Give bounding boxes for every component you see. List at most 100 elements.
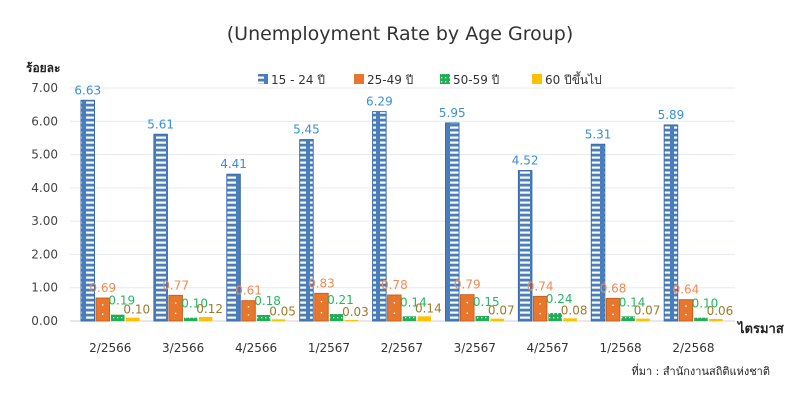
bar-50-59ปี-1/2567	[329, 314, 344, 321]
legend-item: 60 ปีขึ้นไป	[532, 71, 602, 87]
y-tick-label: 0.00	[31, 314, 58, 328]
data-label: 5.95	[439, 106, 466, 120]
data-label: 0.14	[400, 295, 427, 309]
data-label: 0.21	[327, 293, 354, 307]
data-label: 0.03	[342, 305, 369, 319]
data-label: 0.61	[235, 284, 262, 298]
y-tick-label: 4.00	[31, 181, 58, 195]
bar-dot	[685, 313, 687, 316]
x-axis-label: ไตรมาส	[736, 320, 784, 337]
bar-60ปีขึ้นไป-1/2567	[344, 320, 359, 321]
bar-dot	[539, 302, 541, 305]
data-label: 0.79	[454, 278, 481, 292]
category-group: 4.52 0.740.240.08 4/2567	[512, 154, 588, 355]
y-tick-label: 3.00	[31, 214, 58, 228]
data-label: 6.29	[366, 95, 393, 109]
y-tick-label: 6.00	[31, 114, 58, 128]
y-axis-label: ร้อยละ	[26, 61, 60, 75]
bar-15-24ปี-3/2567	[445, 122, 460, 322]
category-group: 5.61 0.77 0.100.12 3/2566	[147, 117, 223, 355]
bar-60ปีขึ้นไป-4/2566	[271, 319, 286, 321]
bar-60ปีขึ้นไป-4/2567	[563, 318, 577, 321]
bar-50-59ปี-3/2566	[183, 317, 198, 321]
bar-50-59ปี-3/2567	[475, 316, 489, 321]
data-label: 5.61	[147, 117, 174, 131]
bar-dot	[612, 304, 614, 306]
category-group: 5.45 0.83 0.210.03 1/2567	[293, 123, 369, 355]
bar-25-49ปี-4/2566	[241, 300, 256, 322]
bar-50-59ปี-4/2566	[256, 315, 271, 321]
bar-dot	[393, 302, 396, 304]
data-label: 0.07	[634, 304, 661, 318]
data-label: 5.45	[293, 123, 320, 137]
legend-item: 25-49 ปี	[354, 73, 413, 87]
bar-25-49ปี-4/2567	[532, 295, 548, 322]
y-tick-label: 5.00	[31, 148, 58, 162]
bar-dot	[466, 301, 469, 304]
chart-title: (Unemployment Rate by Age Group)	[227, 23, 574, 45]
y-tick-label: 1.00	[31, 281, 58, 295]
category-group: 5.31 0.680.140.07 1/2568	[585, 127, 661, 355]
bar-60ปีขึ้นไป-3/2567	[490, 318, 504, 321]
bar-25-49ปี-2/2568	[678, 299, 694, 322]
x-tick-label: 4/2567	[527, 341, 569, 355]
data-label: 0.05	[269, 304, 296, 318]
bar-dot	[101, 304, 104, 306]
data-label: 0.07	[488, 304, 515, 318]
bar-25-49ปี-3/2566	[168, 294, 183, 322]
x-tick-label: 3/2566	[162, 341, 204, 355]
legend-label: 15 - 24 ปี	[271, 73, 325, 87]
bar-15-24ปี-1/2567	[299, 139, 314, 322]
bar-dot	[612, 313, 614, 316]
bar-dot	[539, 312, 541, 315]
bar-60ปีขึ้นไป-3/2566	[198, 317, 213, 321]
bar-dot	[466, 312, 469, 314]
data-label: 4.52	[512, 154, 539, 168]
x-tick-label: 2/2566	[89, 341, 131, 355]
data-label: 4.41	[220, 157, 247, 171]
bar-50-59ปี-2/2566	[111, 314, 125, 321]
bar-50-59ปี-2/2568	[694, 317, 708, 321]
bar-dot	[393, 312, 396, 315]
bar-dot	[320, 300, 323, 303]
legend-label: 50-59 ปี	[453, 73, 499, 87]
bar-15-24ปี-2/2568	[663, 124, 679, 322]
bar-25-49ปี-2/2566	[95, 297, 110, 322]
data-label: 0.74	[527, 279, 554, 293]
data-label: 5.31	[585, 127, 612, 141]
bar-15-24ปี-4/2566	[226, 173, 241, 322]
bar-60ปีขึ้นไป-2/2566	[126, 317, 140, 321]
bar-dot	[685, 305, 687, 307]
data-label: 0.24	[546, 292, 573, 306]
bar-15-24ปี-2/2567	[372, 111, 387, 322]
legend-label: 25-49 ปี	[367, 73, 413, 87]
data-label: 0.83	[308, 276, 335, 290]
data-label: 0.08	[561, 303, 588, 317]
legend-swatch	[258, 74, 268, 84]
x-tick-label: 1/2567	[308, 341, 350, 355]
legend-item: 15 - 24 ปี	[258, 73, 325, 87]
x-tick-label: 1/2568	[599, 341, 641, 355]
legend-swatch	[354, 74, 364, 84]
bar-dot	[320, 311, 323, 314]
bar-25-49ปี-2/2567	[387, 294, 402, 322]
x-tick-label: 2/2568	[672, 341, 714, 355]
data-label: 0.77	[162, 278, 189, 292]
data-label: 0.69	[89, 281, 116, 295]
legend-swatch	[440, 74, 450, 84]
category-group: 5.95 0.79 0.150.07 3/2567	[439, 106, 515, 355]
data-label: 0.10	[123, 303, 150, 317]
bar-60ปีขึ้นไป-1/2568	[636, 318, 650, 321]
bar-15-24ปี-1/2568	[590, 143, 606, 322]
bar-60ปีขึ้นไป-2/2567	[417, 316, 432, 321]
bar-dot	[101, 313, 104, 315]
bar-50-59ปี-2/2567	[402, 316, 417, 321]
category-group: 5.89 0.640.100.06 2/2568	[658, 108, 734, 355]
category-group: 4.41 0.610.180.05 4/2566	[220, 157, 296, 355]
data-label: 0.10	[181, 297, 208, 311]
data-label: 0.14	[619, 295, 646, 309]
bar-25-49ปี-3/2567	[460, 294, 475, 322]
data-label: 0.06	[707, 304, 734, 318]
x-tick-label: 3/2567	[454, 341, 496, 355]
bar-50-59ปี-4/2567	[548, 313, 562, 321]
